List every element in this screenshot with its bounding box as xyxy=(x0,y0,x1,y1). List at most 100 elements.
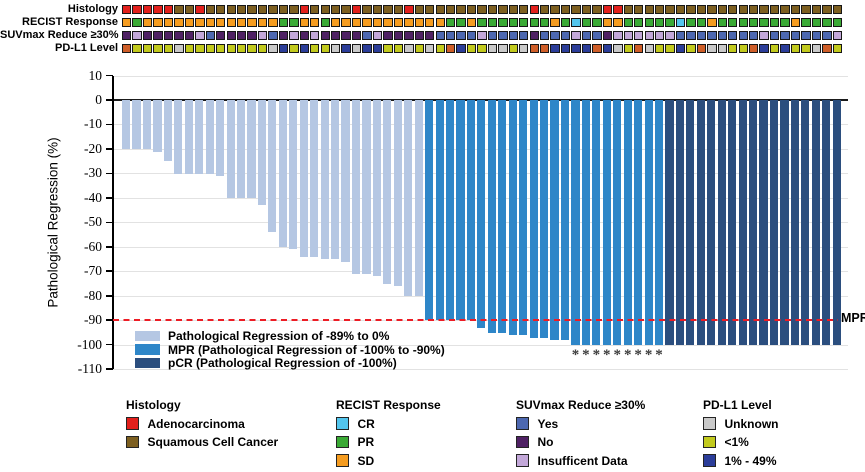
y-tick-label: -10 xyxy=(84,116,102,132)
legend-item: SD xyxy=(336,454,536,468)
legend-swatch xyxy=(703,417,716,430)
annotation-cell-pdl1 xyxy=(769,44,780,54)
annotation-cell-histology xyxy=(383,5,393,15)
legend-item-label: Insufficent Data xyxy=(537,453,628,468)
y-tick xyxy=(106,270,113,273)
annotation-cell-suvmax xyxy=(466,31,477,41)
annotation-cell-pdl1 xyxy=(832,44,842,54)
annotation-cell-suvmax xyxy=(560,31,571,41)
annotation-cell-pdl1 xyxy=(717,44,728,54)
annotation-cell-histology xyxy=(236,5,247,15)
annotation-cell-suvmax xyxy=(581,31,592,41)
annotation-cell-histology xyxy=(581,5,592,15)
annotation-cell-suvmax xyxy=(341,31,351,41)
legend-item-label: <1% xyxy=(724,435,749,449)
legend-item-label: PR xyxy=(357,435,375,449)
annotation-cell-histology xyxy=(634,5,644,15)
annotation-cell-suvmax xyxy=(571,31,581,41)
bar-mpr xyxy=(550,100,559,340)
annotation-cell-histology xyxy=(749,5,759,15)
annotation-cell-pdl1 xyxy=(613,44,623,54)
annotation-cell-suvmax xyxy=(132,31,142,41)
annotation-cell-recist xyxy=(759,18,769,28)
bar-mpr xyxy=(613,100,622,345)
annotation-cell-suvmax xyxy=(205,31,215,41)
annotation-cell-recist xyxy=(780,18,790,28)
annotation-cell-suvmax xyxy=(811,31,822,41)
legend-swatch xyxy=(336,435,349,449)
bar-pr xyxy=(404,100,413,296)
annotation-cell-pdl1 xyxy=(665,44,675,54)
annotation-cell-recist xyxy=(278,18,289,28)
annotation-cell-recist xyxy=(613,18,623,28)
annotation-cell-suvmax xyxy=(477,31,487,41)
legend-item-label: SD xyxy=(357,453,375,468)
annotation-cell-recist xyxy=(414,18,424,28)
annotation-cell-pdl1 xyxy=(508,44,519,54)
y-tick-label: 10 xyxy=(88,67,103,83)
y-tick xyxy=(106,99,113,101)
annotation-cell-pdl1 xyxy=(393,44,404,54)
annotation-cell-recist xyxy=(477,18,487,28)
annotation-cell-recist xyxy=(498,18,508,28)
annotation-cell-histology xyxy=(153,5,163,15)
legend-item-label: Unknown xyxy=(724,416,779,431)
annotation-cell-histology xyxy=(613,5,623,15)
annotation-cell-recist xyxy=(592,18,602,28)
bar-mpr xyxy=(623,100,632,345)
annotation-cell-recist xyxy=(644,18,654,28)
legend-item-label: 1% - 49% xyxy=(724,453,777,468)
annotation-cell-histology xyxy=(832,5,842,15)
annotation-cell-pdl1 xyxy=(247,44,257,54)
chart-legend-label: Pathological Regression of -89% to 0% xyxy=(168,329,390,343)
annotation-cell-suvmax xyxy=(780,31,790,41)
track-label-recist: RECIST Response xyxy=(22,16,118,28)
annotation-cell-pdl1 xyxy=(142,44,153,54)
annotation-cell-histology xyxy=(351,5,362,15)
bar-pcr xyxy=(707,100,716,345)
legend-title: Histology xyxy=(126,398,181,412)
annotation-cell-histology xyxy=(163,5,174,15)
annotation-cell-suvmax xyxy=(644,31,654,41)
legend-swatch xyxy=(126,435,139,449)
annotation-cell-histology xyxy=(310,5,320,15)
bar-mpr xyxy=(466,100,476,321)
annotation-cell-recist xyxy=(738,18,748,28)
bar-pr xyxy=(236,100,246,199)
annotation-cell-pdl1 xyxy=(236,44,247,54)
bar-pr xyxy=(372,100,381,277)
annotation-cell-pdl1 xyxy=(216,44,226,54)
legend-swatch xyxy=(336,454,349,467)
annotation-cell-recist xyxy=(299,18,310,28)
annotation-cell-suvmax xyxy=(654,31,665,41)
annotation-cell-suvmax xyxy=(153,31,163,41)
annotation-cell-pdl1 xyxy=(644,44,654,54)
bar-pr xyxy=(257,100,267,206)
annotation-cell-recist xyxy=(623,18,633,28)
annotation-cell-pdl1 xyxy=(749,44,759,54)
annotation-cell-histology xyxy=(184,5,195,15)
annotation-cell-histology xyxy=(174,5,184,15)
bar-mpr xyxy=(498,100,507,333)
annotation-cell-pdl1 xyxy=(540,44,550,54)
annotation-cell-histology xyxy=(445,5,456,15)
annotation-cell-suvmax xyxy=(257,31,268,41)
bar-pr xyxy=(351,100,361,274)
y-tick xyxy=(106,123,113,126)
bar-pr xyxy=(184,100,193,174)
annotation-cell-suvmax xyxy=(769,31,780,41)
annotation-cell-pdl1 xyxy=(456,44,466,54)
chart-legend-label: MPR (Pathological Regression of -100% to… xyxy=(168,342,445,357)
annotation-cell-histology xyxy=(205,5,215,15)
bar-mpr xyxy=(644,100,653,345)
annotation-cell-recist xyxy=(122,18,132,28)
bar-mpr xyxy=(519,100,528,336)
y-tick-label: -110 xyxy=(77,361,102,377)
y-tick-label: -80 xyxy=(84,287,102,303)
annotation-cell-pdl1 xyxy=(184,44,195,54)
annotation-cell-suvmax xyxy=(728,31,738,41)
annotation-cell-suvmax xyxy=(310,31,320,41)
annotation-cell-recist xyxy=(257,18,268,28)
bar-pr xyxy=(383,100,392,284)
annotation-cell-recist xyxy=(571,18,581,28)
